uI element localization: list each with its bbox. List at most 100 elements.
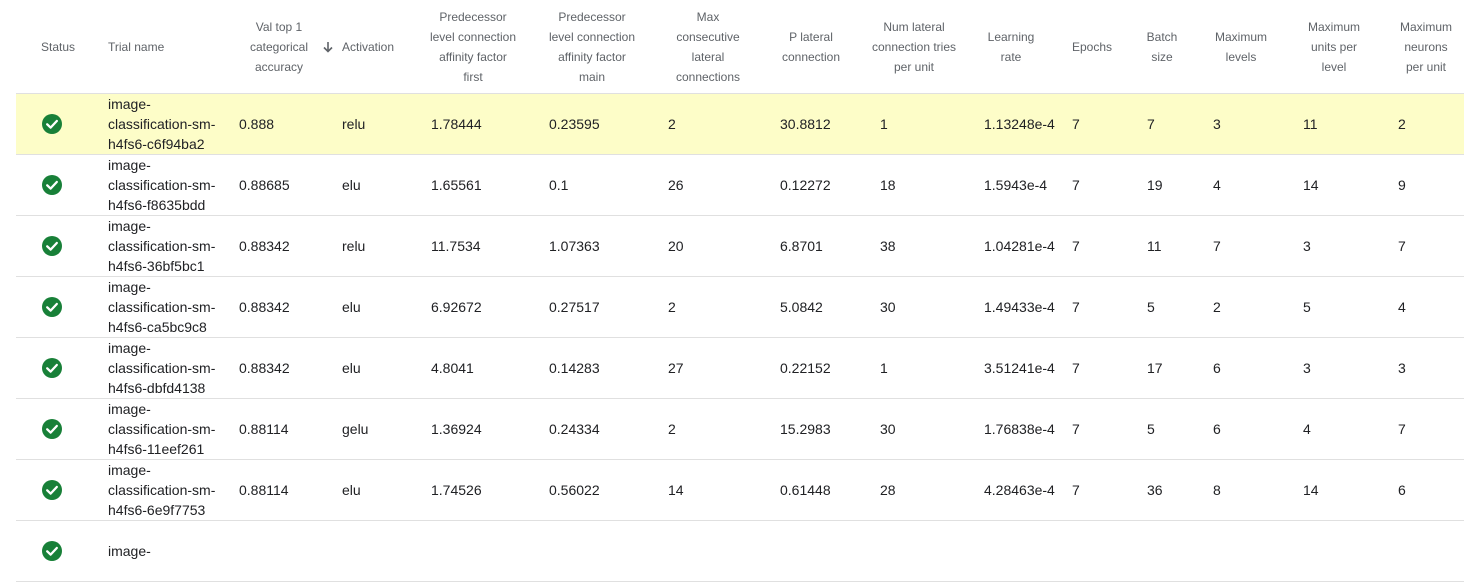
activation-cell: relu — [342, 238, 366, 254]
epochs-cell: 7 — [1072, 238, 1080, 254]
col-header-epochs[interactable]: Epochs — [1071, 39, 1113, 54]
max-lateral-cell: 14 — [668, 482, 684, 498]
col-header-p-lateral[interactable]: P lateral connection — [781, 29, 841, 64]
num-lateral-cell: 30 — [880, 299, 896, 315]
val-accuracy-cell: 0.88114 — [239, 482, 289, 498]
col-header-num-lateral[interactable]: Num lateral connection tries per unit — [871, 19, 957, 74]
table-row[interactable]: image-classification-sm-h4fs6-ca5bc9c8 0.… — [16, 277, 1464, 338]
max-neurons-cell: 9 — [1398, 177, 1406, 193]
trial-name-part: h4fs6-c6f94ba2 — [108, 136, 205, 152]
max-lateral-cell: 2 — [668, 421, 676, 437]
status-cell — [42, 277, 62, 337]
max-levels-cell: 6 — [1213, 421, 1221, 437]
check-circle-icon — [42, 480, 62, 500]
status-cell — [42, 399, 62, 459]
activation-cell: elu — [342, 482, 361, 498]
batch-size-cell: 17 — [1147, 360, 1163, 376]
trial-name-part: image- — [108, 218, 151, 234]
batch-size-cell: 11 — [1147, 238, 1162, 254]
val-accuracy-cell: 0.88342 — [239, 360, 290, 376]
num-lateral-cell: 28 — [880, 482, 896, 498]
p-lateral-cell: 0.22152 — [780, 360, 831, 376]
table-row[interactable]: image- — [16, 521, 1464, 582]
max-units-cell: 14 — [1303, 482, 1319, 498]
batch-size-cell: 7 — [1147, 116, 1155, 132]
trial-name-cell[interactable]: image-classification-sm-h4fs6-dbfd4138 — [108, 338, 234, 398]
max-levels-cell: 3 — [1213, 116, 1221, 132]
trial-name-part: classification-sm- — [108, 421, 216, 437]
epochs-cell: 7 — [1072, 482, 1080, 498]
trial-name-cell[interactable]: image-classification-sm-h4fs6-f8635bdd — [108, 155, 234, 215]
activation-cell: gelu — [342, 421, 369, 437]
p-lateral-cell: 0.61448 — [780, 482, 831, 498]
check-circle-icon — [42, 419, 62, 439]
status-cell — [42, 155, 62, 215]
trial-name-part: classification-sm- — [108, 177, 216, 193]
pred-main-cell: 0.14283 — [549, 360, 600, 376]
col-header-max-lateral[interactable]: Max consecutive lateral connections — [675, 9, 741, 84]
pred-first-cell: 1.74526 — [431, 482, 482, 498]
num-lateral-cell: 1 — [880, 116, 888, 132]
num-lateral-cell: 38 — [880, 238, 896, 254]
arrow-down-icon[interactable] — [322, 41, 334, 53]
max-levels-cell: 6 — [1213, 360, 1221, 376]
trial-name-part: h4fs6-ca5bc9c8 — [108, 319, 207, 335]
col-header-val-accuracy[interactable]: Val top 1 categorical accuracy — [238, 0, 338, 93]
col-header-status[interactable]: Status — [40, 39, 76, 54]
max-lateral-cell: 26 — [668, 177, 684, 193]
col-header-learning-rate[interactable]: Learning rate — [987, 29, 1035, 64]
check-circle-icon — [42, 114, 62, 134]
activation-cell: elu — [342, 177, 361, 193]
trial-name-cell[interactable]: image-classification-sm-h4fs6-11eef261 — [108, 399, 234, 459]
val-accuracy-cell: 0.888 — [239, 116, 275, 132]
col-header-pred-main[interactable]: Predecessor level connection affinity fa… — [548, 9, 636, 84]
trial-name-cell[interactable]: image-classification-sm-h4fs6-ca5bc9c8 — [108, 277, 234, 337]
val-accuracy-cell: 0.88685 — [239, 177, 290, 193]
table-row[interactable]: image-classification-sm-h4fs6-36bf5bc1 0.… — [16, 216, 1464, 277]
trial-name-cell[interactable]: image- — [108, 521, 234, 581]
trial-name-part: image- — [108, 462, 151, 478]
max-units-cell: 11 — [1303, 116, 1318, 132]
learning-rate-cell: 1.04281e-4 — [984, 238, 1055, 254]
col-header-activation[interactable]: Activation — [342, 39, 395, 54]
trial-name-part: classification-sm- — [108, 116, 216, 132]
status-cell — [42, 338, 62, 398]
max-units-cell: 3 — [1303, 360, 1311, 376]
max-lateral-cell: 27 — [668, 360, 684, 376]
max-units-cell: 3 — [1303, 238, 1311, 254]
col-header-max-units[interactable]: Maximum units per level — [1307, 19, 1360, 74]
activation-cell: relu — [342, 116, 366, 132]
check-circle-icon — [42, 175, 62, 195]
epochs-cell: 7 — [1072, 360, 1080, 376]
max-neurons-cell: 7 — [1398, 238, 1406, 254]
table-row[interactable]: image-classification-sm-h4fs6-f8635bdd 0.… — [16, 155, 1464, 216]
pred-first-cell: 1.65561 — [431, 177, 482, 193]
col-header-max-neurons[interactable]: Maximum neurons per unit — [1399, 19, 1452, 74]
col-header-pred-first[interactable]: Predecessor level connection affinity fa… — [429, 9, 517, 84]
trial-name-cell[interactable]: image-classification-sm-h4fs6-c6f94ba2 — [108, 94, 234, 154]
trial-name-cell[interactable]: image-classification-sm-h4fs6-6e9f7753 — [108, 460, 234, 520]
activation-cell: elu — [342, 360, 361, 376]
col-header-trial-name[interactable]: Trial name — [108, 39, 165, 54]
pred-main-cell: 0.24334 — [549, 421, 600, 437]
col-header-max-levels[interactable]: Maximum levels — [1214, 29, 1267, 64]
trial-name-part: classification-sm- — [108, 299, 216, 315]
max-units-cell: 5 — [1303, 299, 1311, 315]
table-row[interactable]: image-classification-sm-h4fs6-dbfd4138 0.… — [16, 338, 1464, 399]
max-units-cell: 4 — [1303, 421, 1311, 437]
trial-name-part: image- — [108, 96, 151, 112]
table-row[interactable]: image-classification-sm-h4fs6-6e9f7753 0.… — [16, 460, 1464, 521]
table-row[interactable]: image-classification-sm-h4fs6-c6f94ba2 0.… — [16, 94, 1464, 155]
max-neurons-cell: 4 — [1398, 299, 1406, 315]
learning-rate-cell: 3.51241e-4 — [984, 360, 1055, 376]
max-neurons-cell: 3 — [1398, 360, 1406, 376]
max-lateral-cell: 2 — [668, 116, 676, 132]
p-lateral-cell: 30.8812 — [780, 116, 831, 132]
activation-cell: elu — [342, 299, 361, 315]
trial-name-part: image- — [108, 401, 151, 417]
table-row[interactable]: image-classification-sm-h4fs6-11eef261 0.… — [16, 399, 1464, 460]
col-header-batch-size[interactable]: Batch size — [1146, 29, 1178, 64]
table-header: Status Trial name Val top 1 categorical … — [16, 0, 1464, 94]
trial-name-part: classification-sm- — [108, 238, 216, 254]
trial-name-cell[interactable]: image-classification-sm-h4fs6-36bf5bc1 — [108, 216, 234, 276]
